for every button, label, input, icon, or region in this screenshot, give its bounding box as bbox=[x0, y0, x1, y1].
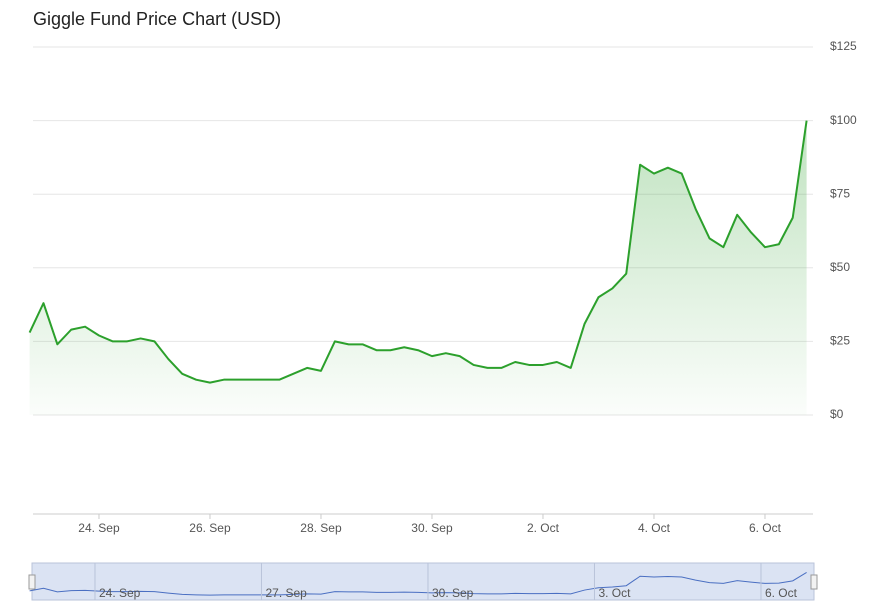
y-tick-label: $25 bbox=[830, 334, 850, 348]
y-tick-label: $0 bbox=[830, 407, 844, 421]
y-tick-label: $50 bbox=[830, 260, 850, 274]
y-tick-label: $125 bbox=[830, 39, 857, 53]
navigator[interactable] bbox=[31, 562, 815, 601]
navigator-handle[interactable] bbox=[810, 574, 818, 590]
chart-title: Giggle Fund Price Chart (USD) bbox=[33, 9, 281, 29]
line bbox=[28, 120, 808, 384]
navigator-label: 3. Oct bbox=[598, 586, 631, 600]
x-tick-label: 4. Oct bbox=[638, 521, 671, 535]
navigator-label: 6. Oct bbox=[765, 586, 798, 600]
x-tick-label: 26. Sep bbox=[189, 521, 231, 535]
navigator-label: 27. Sep bbox=[265, 586, 307, 600]
x-tick-label: 2. Oct bbox=[527, 521, 560, 535]
x-tick-label: 24. Sep bbox=[78, 521, 120, 535]
x-tick-label: 28. Sep bbox=[300, 521, 342, 535]
y-tick-label: $100 bbox=[830, 113, 857, 127]
x-tick-label: 30. Sep bbox=[411, 521, 453, 535]
navigator-label: 24. Sep bbox=[99, 586, 141, 600]
y-tick-label: $75 bbox=[830, 186, 850, 200]
navigator-handle[interactable] bbox=[28, 574, 36, 590]
navigator-line bbox=[29, 571, 807, 596]
x-tick-label: 6. Oct bbox=[749, 521, 782, 535]
navigator-label: 30. Sep bbox=[432, 586, 474, 600]
area bbox=[29, 120, 807, 415]
